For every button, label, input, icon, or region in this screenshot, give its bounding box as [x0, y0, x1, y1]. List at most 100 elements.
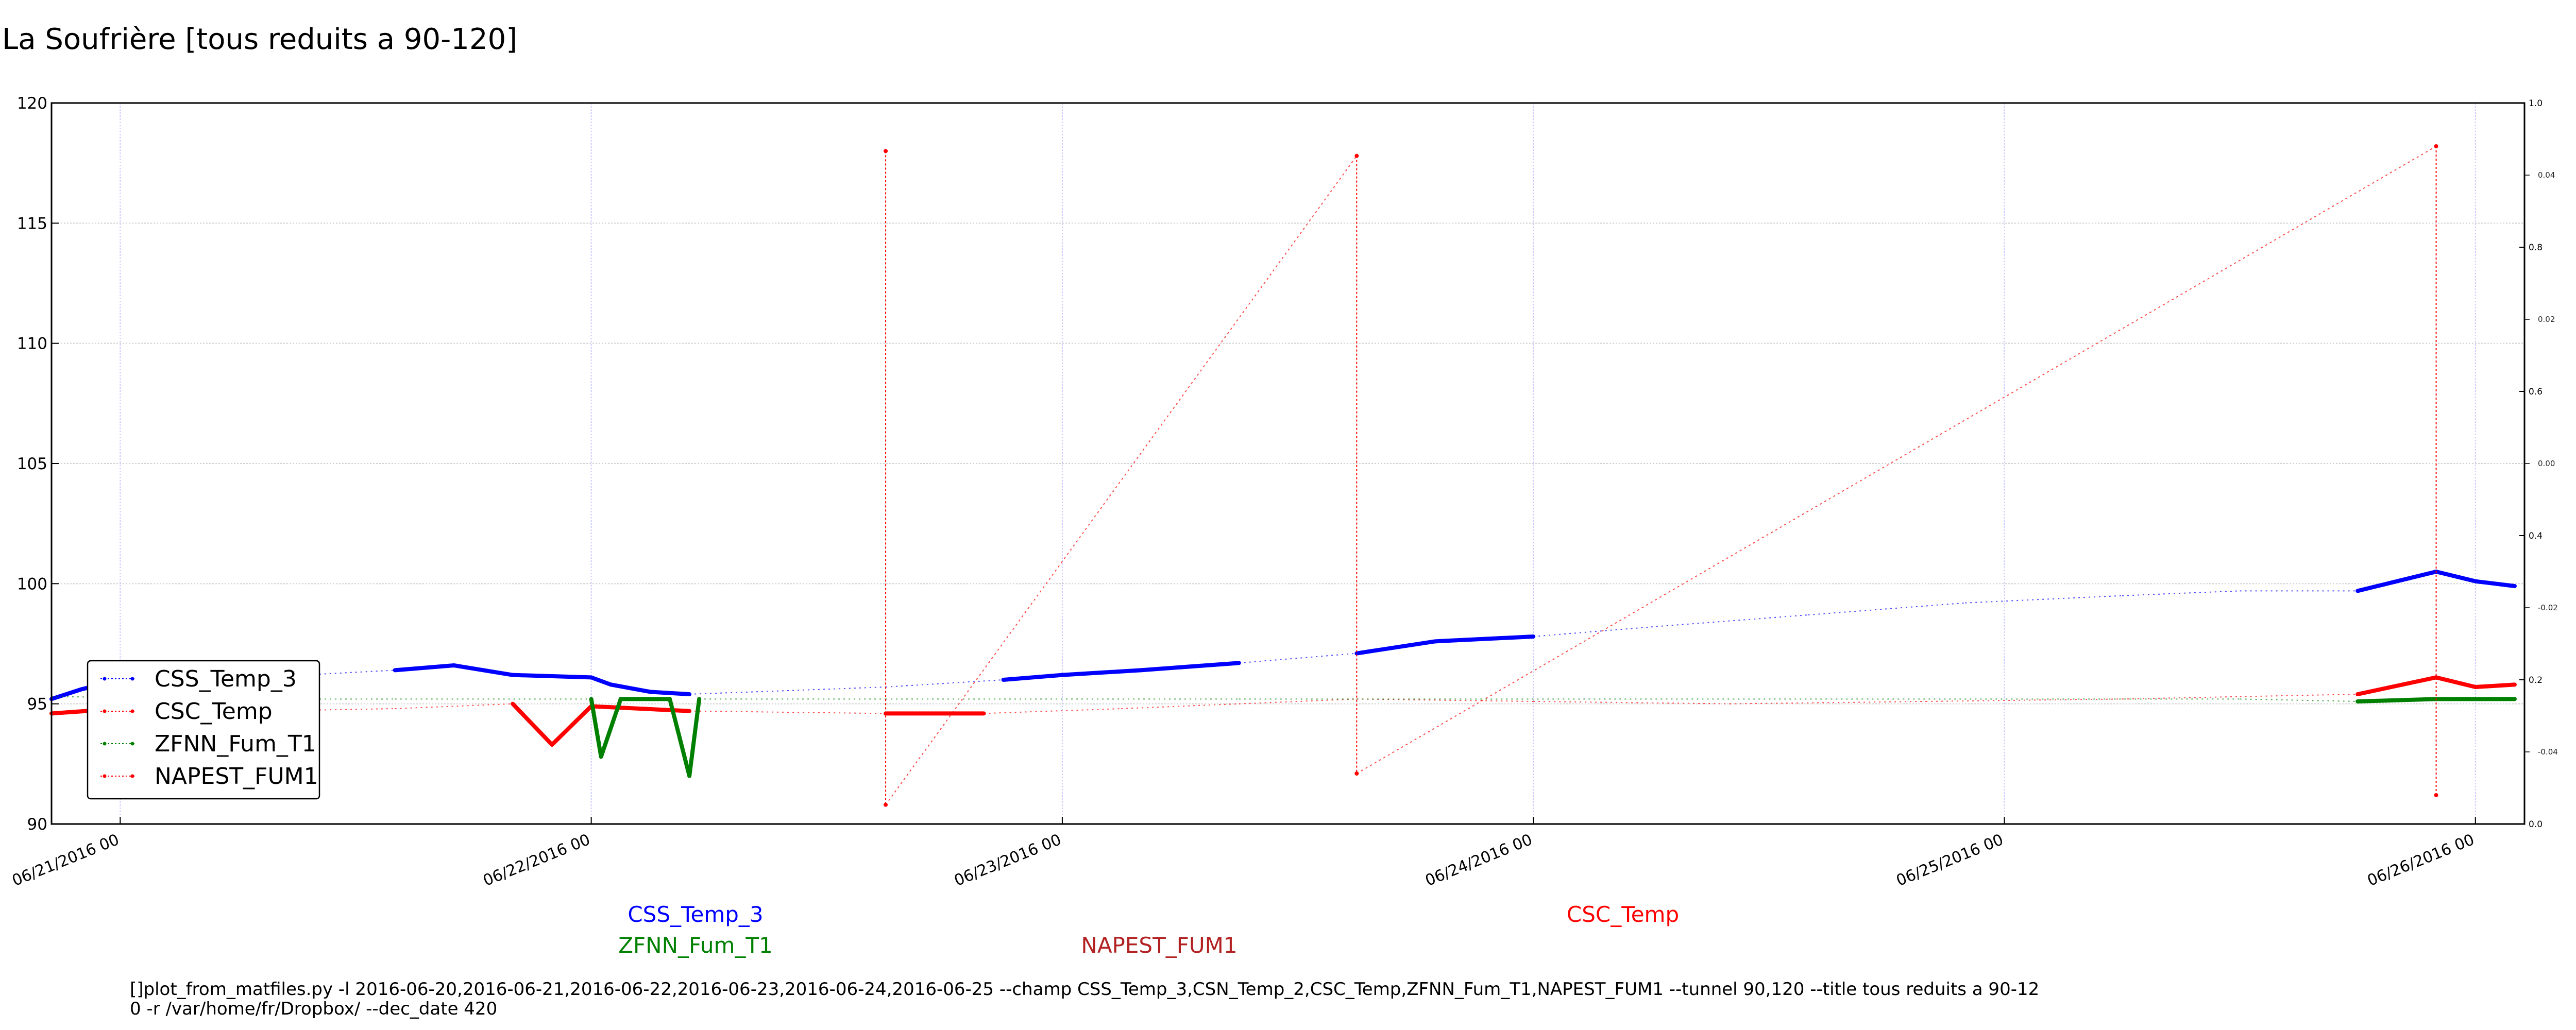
y2-tick-label: 1.0	[2529, 98, 2543, 109]
series-gap-line	[885, 679, 1004, 688]
series-line-segment	[2473, 682, 2517, 689]
series-napest-fum1	[884, 144, 2438, 807]
legend-swatch-marker	[130, 742, 134, 746]
series-gap-line	[395, 703, 513, 709]
y-tick-label: 100	[17, 575, 47, 593]
series-gap-line	[1121, 703, 1239, 709]
y-tick-label: 120	[17, 94, 47, 113]
y3-tick-label: -0.02	[2538, 603, 2558, 612]
y-tick-label: 105	[17, 455, 47, 473]
legend-swatch-marker	[103, 677, 107, 681]
series-gap-line	[1730, 701, 1926, 705]
series-line-segment	[2355, 697, 2438, 703]
series-point	[1354, 153, 1359, 158]
series-line-segment	[1433, 634, 1536, 644]
x-tick-label: 06/23/2016 00	[952, 831, 1064, 890]
legend-swatch-marker	[130, 677, 134, 681]
series-gap-line	[1357, 698, 1534, 702]
series-point	[1354, 771, 1359, 776]
series-line-segment	[687, 697, 702, 778]
x-tick-label: 06/24/2016 00	[1423, 831, 1535, 890]
footer-command-line-1: []plot_from_matfiles.py -l 2016-06-20,20…	[130, 979, 2039, 1000]
legend-swatch-marker	[130, 774, 134, 778]
series-gap-line	[257, 670, 395, 678]
series-layer	[49, 144, 2517, 807]
legend-items: CSS_Temp_3 CSC_Temp ZFNN_Fum_T1 NAPEST_FUM1	[100, 666, 318, 789]
series-line-segment	[1001, 673, 1064, 682]
series-gap-line	[2122, 696, 2240, 700]
series-line-segment	[550, 704, 594, 747]
legend-label: NAPEST_FUM1	[155, 763, 318, 789]
y3-tick-label: 0.04	[2538, 170, 2555, 180]
series-gap-line	[689, 686, 886, 695]
series-line-segment	[1139, 661, 1241, 673]
series-line-segment	[2473, 579, 2517, 588]
y2-tick-label: 0.8	[2529, 243, 2543, 253]
series-line-segment	[648, 690, 692, 696]
legend-swatch-marker	[103, 774, 107, 778]
legend-swatch-marker	[130, 709, 134, 713]
y3-tick-label: 0.02	[2538, 315, 2555, 324]
y2-tick-label: 0.4	[2529, 531, 2543, 541]
series-line-segment	[49, 687, 83, 701]
y-tick-label: 110	[17, 335, 47, 353]
series-line-segment	[608, 682, 652, 694]
series-csc-temp	[49, 675, 2517, 747]
series-gap-line	[1533, 626, 1651, 637]
y-tick-label: 95	[27, 695, 47, 714]
bottom-label-napest-fum1: NAPEST_FUM1	[1081, 933, 1237, 958]
series-gap-line	[2122, 590, 2240, 596]
legend-swatch-marker	[103, 709, 107, 713]
y2-tick-label: 0.6	[2529, 387, 2543, 397]
series-gap-line	[689, 710, 886, 714]
series-line-segment	[451, 663, 515, 677]
series-line-segment	[2355, 570, 2438, 593]
series-gap-line	[257, 708, 395, 712]
series-point	[2434, 793, 2438, 797]
series-line-segment	[1354, 639, 1437, 656]
legend-box	[87, 660, 320, 800]
series-point	[884, 149, 888, 153]
series-line-segment	[511, 701, 554, 747]
bottom-label-zfnn-fum-t1: ZFNN_Fum_T1	[618, 933, 773, 958]
series-gap-line	[1239, 653, 1357, 664]
series-gap-line	[2240, 694, 2358, 697]
grid-lines	[52, 103, 2524, 824]
series-gap-line	[885, 156, 1358, 805]
series-css-temp-3	[49, 570, 2517, 701]
series-line-segment	[668, 697, 692, 778]
y3-tick-label: 0.00	[2538, 459, 2555, 468]
series-gap-line	[984, 708, 1122, 714]
series-line-segment	[589, 697, 603, 759]
series-gap-line	[2240, 698, 2358, 702]
series-point	[884, 802, 888, 807]
series-gap-line	[1239, 698, 1357, 705]
x-tick-label: 06/22/2016 00	[481, 831, 593, 890]
series-line-segment	[393, 663, 456, 673]
y-tick-label: 115	[17, 214, 47, 233]
y3-tick-label: -0.04	[2538, 747, 2558, 757]
series-line-segment	[2355, 675, 2438, 696]
series-line-segment	[2434, 675, 2478, 689]
x-tick-label: 06/21/2016 00	[10, 831, 122, 890]
legend-swatch-marker	[103, 742, 107, 746]
series-line-segment	[511, 673, 594, 680]
series-gap-line	[1356, 146, 2437, 774]
series-gap-line	[1651, 614, 1808, 628]
chart-title: La Soufrière [tous reduits a 90-120]	[2, 23, 517, 56]
legend: CSS_Temp_3 CSC_Temp ZFNN_Fum_T1 NAPEST_FUM1	[87, 660, 320, 800]
series-gap-line	[1533, 701, 1730, 705]
footer-command-line-2: 0 -r /var/home/fr/Dropbox/ --dec_date 42…	[130, 999, 497, 1019]
series-gap-line	[1965, 595, 2123, 604]
series-gap-line	[1926, 698, 2123, 702]
series-zfnn-fum-t1	[51, 696, 2517, 778]
series-line-segment	[599, 697, 623, 759]
series-line-segment	[1060, 668, 1143, 677]
legend-label: CSC_Temp	[155, 698, 273, 725]
bottom-label-css-temp-3: CSS_Temp_3	[628, 902, 763, 927]
series-gap-line	[1808, 602, 1965, 615]
series-line-segment	[2434, 570, 2478, 583]
legend-label: CSS_Temp_3	[155, 666, 297, 692]
series-line-segment	[589, 675, 613, 687]
